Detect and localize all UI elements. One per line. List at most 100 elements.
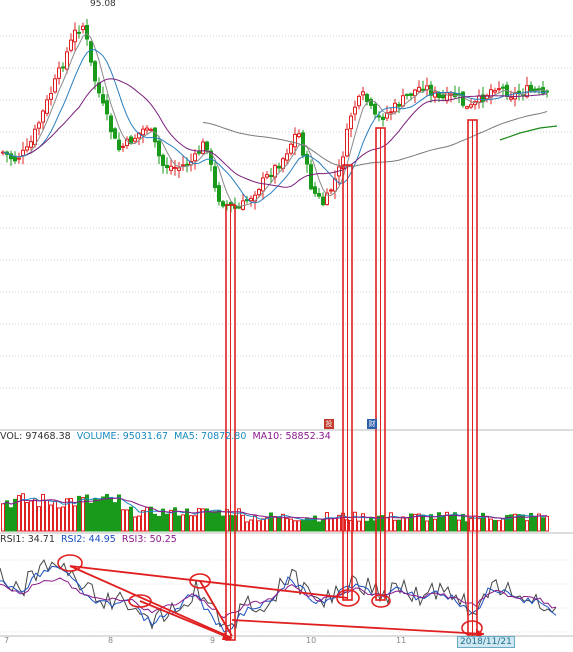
candle-body (365, 93, 369, 103)
volume-bar (517, 514, 521, 532)
volume-bar (493, 519, 497, 532)
candle-body (85, 25, 89, 40)
candle-body (37, 122, 41, 129)
candle-body (25, 146, 29, 151)
candle-body (321, 196, 325, 206)
volume-bar (353, 511, 357, 532)
volume-bar (101, 496, 105, 532)
volume-bar (269, 512, 273, 532)
ma60-line (202, 111, 548, 168)
volume-bar (505, 515, 509, 532)
volume-bar (513, 513, 517, 532)
candle-body (201, 141, 205, 154)
ma20-line (26, 78, 548, 188)
moving-averages (2, 32, 558, 208)
volume-bar (277, 516, 281, 532)
annotation-trend-line (231, 619, 485, 635)
candle-body (421, 88, 425, 91)
candle-body (325, 192, 329, 206)
candle-body (381, 116, 385, 121)
volume-bar (37, 506, 41, 532)
volume-bar (73, 505, 77, 532)
volume-bar (125, 509, 129, 532)
volume-bar (109, 496, 113, 532)
volume-bar (325, 512, 329, 532)
candle-body (397, 103, 401, 107)
volume-bar (357, 520, 361, 532)
volume-bar (365, 520, 369, 532)
volume-bar (65, 498, 69, 532)
candle-body (465, 106, 469, 109)
volume-bar (189, 515, 193, 532)
candle-body (309, 164, 313, 190)
candle-body (29, 141, 33, 148)
volume-bar (193, 515, 197, 532)
volume-bar (409, 513, 413, 532)
candle-body (417, 86, 421, 92)
volume-bar (129, 506, 133, 532)
annotation-circle (57, 554, 83, 572)
volume-bar (301, 519, 305, 532)
volume-bar (397, 519, 401, 532)
candle-body (221, 201, 225, 207)
candle-body (177, 167, 181, 171)
candle-body (377, 115, 381, 118)
volume-ma10-line (2, 497, 548, 520)
volume-bar (317, 521, 321, 532)
volume-bar (401, 516, 405, 532)
volume-bar (217, 509, 221, 532)
volume-bar (165, 513, 169, 532)
candle-body (145, 127, 149, 131)
candle-body (369, 98, 373, 106)
volume-bar (425, 520, 429, 532)
volume-bar (69, 498, 73, 532)
candle-body (53, 78, 57, 93)
volume-bar (121, 509, 125, 532)
candle-body (45, 99, 49, 114)
rsi-legend: RSI1: 34.71 RSI2: 44.95 RSI3: 50.25 (0, 534, 177, 545)
volume-bar (153, 513, 157, 532)
volume-bar (85, 494, 89, 532)
volume-bar (61, 506, 65, 532)
candle-body (525, 85, 529, 98)
candle-body (81, 25, 85, 31)
volume-bar (389, 512, 393, 532)
volume-bar (429, 514, 433, 532)
candle-body (157, 140, 161, 157)
candle-body (41, 110, 45, 123)
candle-body (77, 31, 81, 34)
volume-bar (77, 495, 81, 532)
volume-bar (393, 519, 397, 532)
rsi2-value: RSI2: 44.95 (60, 534, 116, 545)
volume-bar (117, 494, 121, 532)
candle-body (389, 111, 393, 114)
volume-bar (453, 512, 457, 532)
candle-body (169, 165, 173, 171)
vol-ma10-value: MA10: 58852.34 (252, 431, 331, 442)
candle-body (33, 128, 37, 146)
candle-body (213, 166, 217, 189)
candle-body (493, 90, 497, 93)
candle-body (57, 67, 61, 79)
candle-body (461, 91, 465, 106)
volume-value: VOLUME: 95031.67 (76, 431, 169, 442)
volume-bar (281, 513, 285, 532)
candle-body (317, 193, 321, 197)
ma120-line (499, 125, 558, 141)
volume-bar (105, 493, 109, 532)
annotation-circle (461, 620, 483, 636)
volume-bar (93, 497, 97, 532)
volume-bar (293, 520, 297, 532)
candle-body (425, 85, 429, 91)
candle-body (9, 153, 13, 160)
volume-bar (385, 517, 389, 532)
volume-bar (545, 515, 549, 532)
volume-bar (9, 507, 13, 532)
candle-body (61, 66, 65, 69)
volume-bar (485, 515, 489, 532)
volume-bar (489, 518, 493, 532)
volume-bar (221, 515, 225, 532)
candle-body (345, 128, 349, 157)
